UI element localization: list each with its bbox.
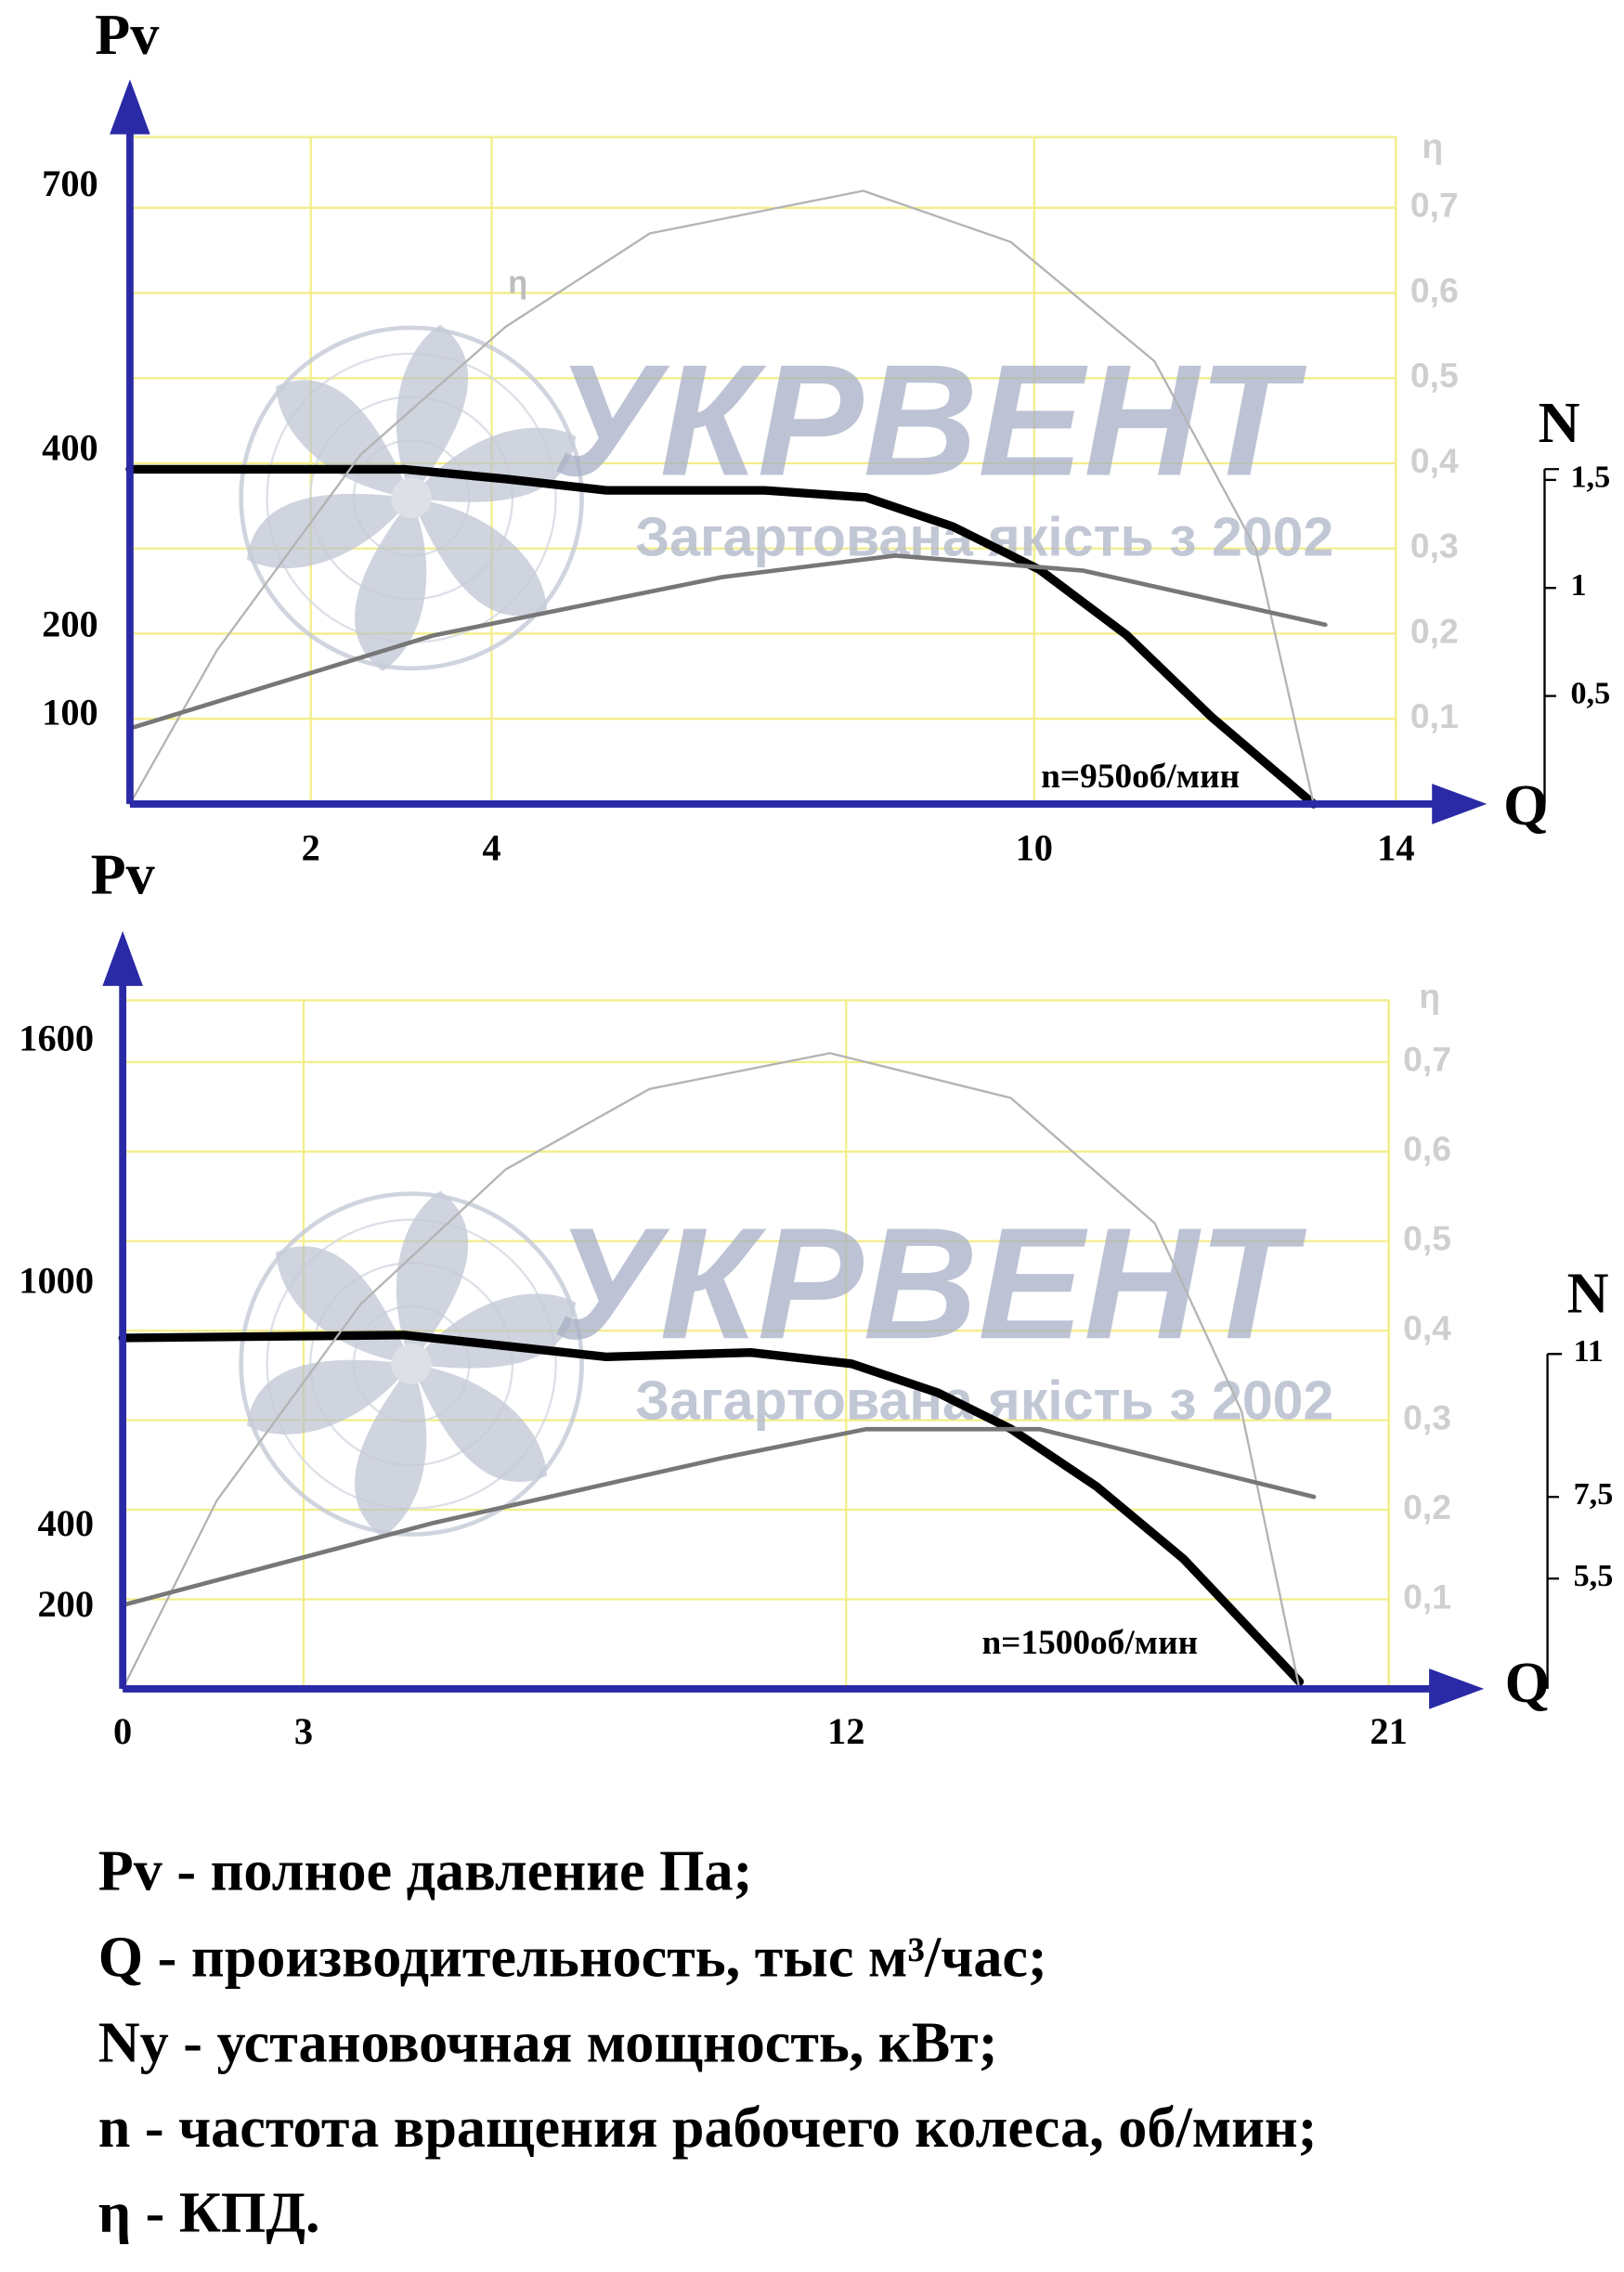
x-tick-label: 0 <box>113 1710 132 1752</box>
eta-axis-label: η <box>1422 126 1443 165</box>
x-tick-label: 4 <box>482 827 500 869</box>
eta-tick-label: 0,7 <box>1403 1040 1451 1079</box>
y-tick-label: 200 <box>37 1583 94 1625</box>
eta-tick-label: 0,5 <box>1403 1219 1451 1258</box>
y2-tick-label: 0,5 <box>1570 676 1610 710</box>
y-axis-label: Pv <box>91 844 156 907</box>
eta-tick-label: 0,3 <box>1410 526 1459 565</box>
x-axis-arrow <box>1429 1668 1485 1709</box>
series-line <box>121 1052 1301 1691</box>
watermark-brand: УКРВЕНТ <box>552 332 1307 510</box>
series-line <box>118 1331 1305 1686</box>
y-tick-label: 1600 <box>19 1017 94 1058</box>
y-axis-label: Pv <box>95 4 160 67</box>
legend-line: η - КПД. <box>98 2182 320 2245</box>
watermark-fan <box>233 325 590 671</box>
annotation: n=950об/мин <box>1041 758 1240 796</box>
legend-line: Ny - установочная мощность, кВт; <box>98 2011 998 2074</box>
legend-line: Pv - полное давление Па; <box>98 1839 753 1902</box>
eta-tick-label: 0,2 <box>1410 611 1459 650</box>
y2-tick-label: 1,5 <box>1570 461 1610 495</box>
watermark-slogan: Загартована якість з 2002 <box>635 507 1333 568</box>
y2-axis-label: N <box>1539 392 1580 455</box>
series-line <box>125 464 1319 809</box>
watermark-slogan: Загартована якість з 2002 <box>635 1370 1333 1431</box>
y2-tick-label: 5,5 <box>1574 1559 1614 1593</box>
y-tick-label: 400 <box>37 1502 94 1544</box>
eta-tick-label: 0,3 <box>1403 1397 1451 1436</box>
x-axis-label: Q <box>1505 1652 1550 1715</box>
eta-tick-label: 0,6 <box>1403 1129 1451 1168</box>
x-tick-label: 21 <box>1370 1710 1407 1752</box>
y2-axis-label: N <box>1567 1262 1609 1325</box>
y-tick-label: 400 <box>42 427 98 469</box>
y-tick-label: 100 <box>42 691 98 733</box>
x-tick-label: 10 <box>1016 827 1053 869</box>
x-axis-arrow <box>1432 784 1488 824</box>
annotation: n=1500об/мин <box>981 1624 1198 1662</box>
y-axis-arrow <box>110 79 150 135</box>
legend-line: n - частота вращения рабочего колеса, об… <box>98 2097 1318 2160</box>
x-tick-label: 3 <box>294 1710 313 1752</box>
eta-axis-label: η <box>1419 977 1440 1016</box>
legend-line: Q - производительность, тыс м³/час; <box>98 1927 1047 1990</box>
x-tick-label: 2 <box>302 827 320 869</box>
eta-tick-label: 0,6 <box>1410 270 1459 309</box>
eta-tick-label: 0,1 <box>1403 1577 1451 1616</box>
y2-tick-label: 11 <box>1574 1334 1604 1369</box>
eta-tick-label: 0,2 <box>1403 1487 1451 1526</box>
series-line <box>120 1426 1317 1608</box>
legend: Pv - полное давление Па; Q - производите… <box>98 1839 1318 2244</box>
x-tick-label: 12 <box>827 1710 864 1752</box>
y2-tick-label: 1 <box>1570 568 1586 603</box>
eta-tick-label: 0,5 <box>1410 356 1459 395</box>
x-axis-label: Q <box>1503 774 1548 837</box>
y-tick-label: 200 <box>42 603 98 644</box>
y-axis-arrow <box>102 930 143 986</box>
series-line <box>127 553 1328 731</box>
x-tick-label: 14 <box>1377 827 1414 869</box>
series-line <box>128 189 1315 806</box>
eta-tick-label: 0,7 <box>1410 186 1459 225</box>
eta-tick-label: 0,4 <box>1403 1308 1451 1347</box>
y-tick-label: 1000 <box>19 1260 94 1302</box>
y2-tick-label: 7,5 <box>1574 1477 1614 1512</box>
curve-label: η <box>508 265 527 300</box>
eta-tick-label: 0,1 <box>1410 696 1459 735</box>
eta-tick-label: 0,4 <box>1410 441 1459 480</box>
watermark-fan <box>233 1191 590 1538</box>
y-tick-label: 700 <box>42 162 98 204</box>
watermark-brand: УКРВЕНТ <box>552 1195 1307 1372</box>
